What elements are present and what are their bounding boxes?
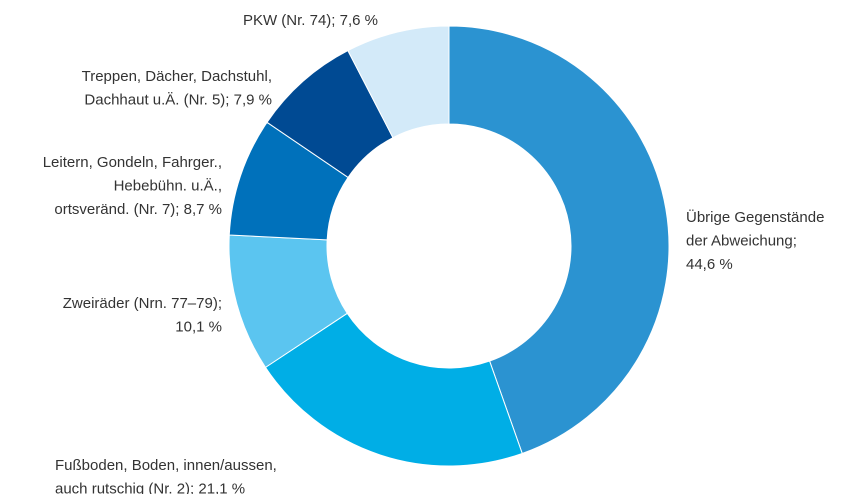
slice-label: auch rutschig (Nr. 2); 21,1 % [55, 480, 245, 494]
slice-label: Dachhaut u.Ä. (Nr. 5); 7,9 % [84, 91, 272, 108]
slice-label: PKW (Nr. 74); 7,6 % [243, 12, 378, 29]
slice-label: Übrige Gegenstände [686, 208, 824, 226]
slice-label: Hebebühn. u.Ä., [114, 177, 222, 194]
donut-slice [264, 312, 523, 467]
slice-label: Fußboden, Boden, innen/aussen, [55, 457, 277, 474]
slice-label: Treppen, Dächer, Dachstuhl, [82, 68, 272, 85]
slice-label: Leitern, Gondeln, Fahrger., [43, 154, 222, 171]
slice-label: ortsveränd. (Nr. 7); 8,7 % [54, 201, 222, 218]
slice-label: der Abweichung; [686, 232, 797, 249]
slice-label: Zweiräder (Nrn. 77–79); [63, 295, 222, 312]
slice-label: 44,6 % [686, 256, 733, 273]
donut-slice [448, 25, 670, 455]
slice-label: 10,1 % [175, 318, 222, 335]
donut-slice [347, 25, 450, 139]
